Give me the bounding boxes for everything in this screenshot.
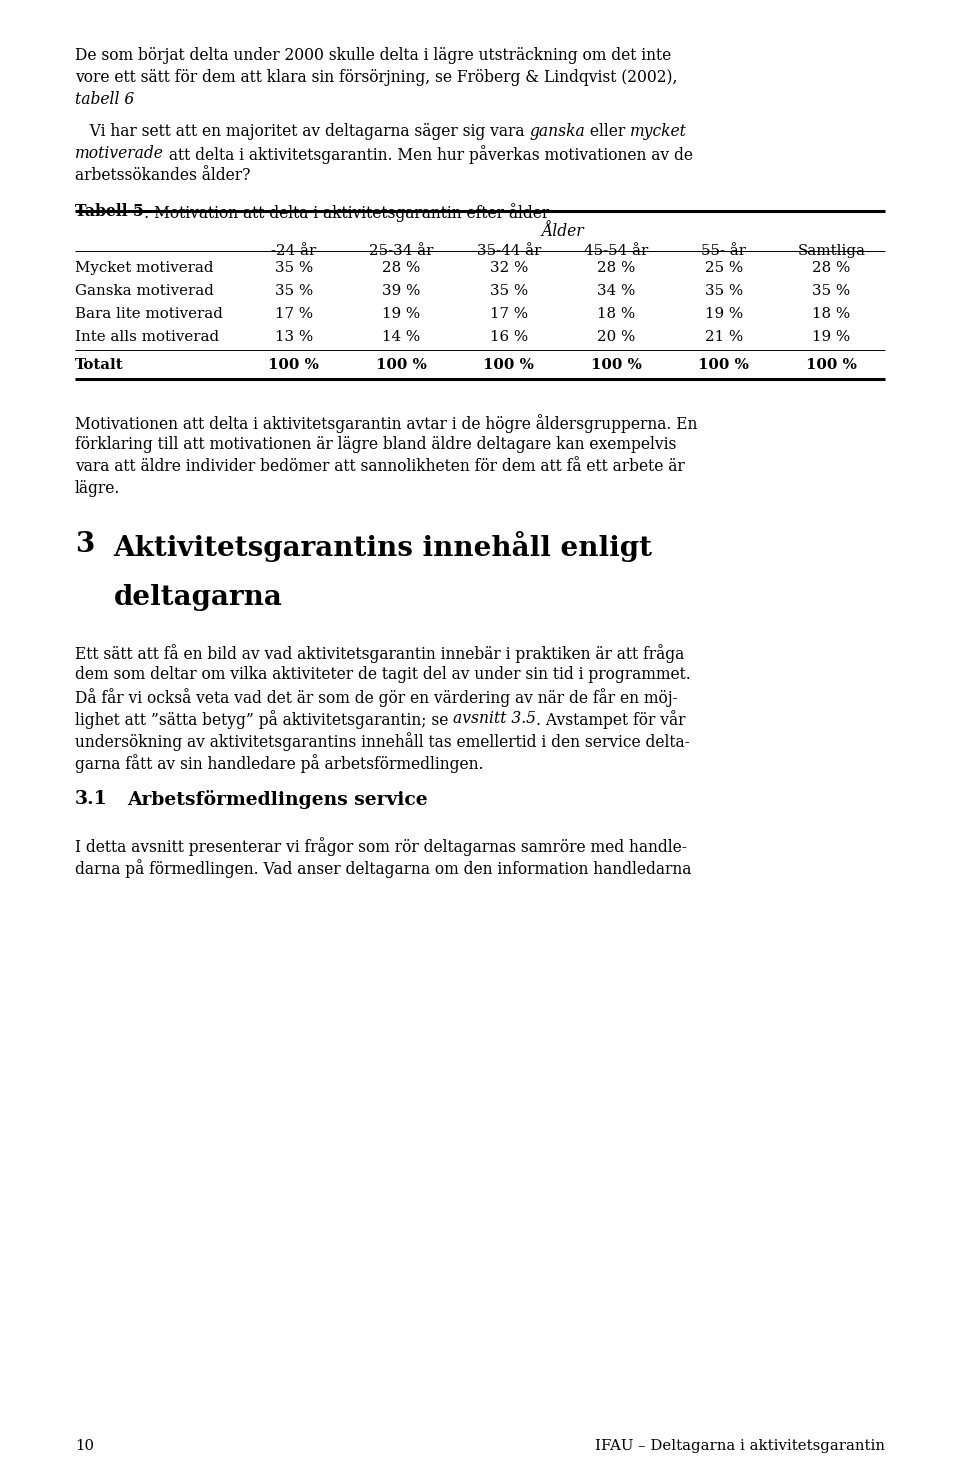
Text: : Motivation att delta i aktivitetsgarantin efter ålder: : Motivation att delta i aktivitetsgaran…	[144, 203, 549, 223]
Text: lägre.: lägre.	[75, 479, 120, 497]
Text: 25-34 år: 25-34 år	[369, 243, 433, 258]
Text: Inte alls motiverad: Inte alls motiverad	[75, 331, 219, 344]
Text: 19 %: 19 %	[382, 307, 420, 322]
Text: 20 %: 20 %	[597, 331, 636, 344]
Text: mycket: mycket	[630, 123, 687, 139]
Text: 100 %: 100 %	[268, 358, 319, 372]
Text: 100 %: 100 %	[698, 358, 749, 372]
Text: 32 %: 32 %	[490, 261, 528, 275]
Text: 25 %: 25 %	[705, 261, 743, 275]
Text: IFAU – Deltagarna i aktivitetsgarantin: IFAU – Deltagarna i aktivitetsgarantin	[595, 1439, 885, 1453]
Text: garna fått av sin handledare på arbetsförmedlingen.: garna fått av sin handledare på arbetsfö…	[75, 754, 484, 773]
Text: ganska: ganska	[529, 123, 585, 139]
Text: 3.1: 3.1	[75, 789, 108, 809]
Text: 28 %: 28 %	[812, 261, 851, 275]
Text: avsnitt 3.5: avsnitt 3.5	[453, 709, 536, 727]
Text: De som börjat delta under 2000 skulle delta i lägre utsträckning om det inte: De som börjat delta under 2000 skulle de…	[75, 47, 671, 64]
Text: tabell 6: tabell 6	[75, 92, 134, 108]
Text: 100 %: 100 %	[590, 358, 641, 372]
Text: Totalt: Totalt	[75, 358, 124, 372]
Text: deltagarna: deltagarna	[113, 583, 282, 611]
Text: Tabell 5: Tabell 5	[75, 203, 144, 220]
Text: 13 %: 13 %	[275, 331, 313, 344]
Text: 34 %: 34 %	[597, 285, 636, 298]
Text: 21 %: 21 %	[705, 331, 743, 344]
Text: förklaring till att motivationen är lägre bland äldre deltagare kan exempelvis: förklaring till att motivationen är lägr…	[75, 436, 676, 453]
Text: 100 %: 100 %	[375, 358, 426, 372]
Text: dem som deltar om vilka aktiviteter de tagit del av under sin tid i programmet.: dem som deltar om vilka aktiviteter de t…	[75, 666, 690, 683]
Text: att delta i aktivitetsgarantin. Men hur påverkas motivationen av de: att delta i aktivitetsgarantin. Men hur …	[164, 145, 693, 163]
Text: Aktivitetsgarantins innehåll enligt: Aktivitetsgarantins innehåll enligt	[113, 531, 653, 562]
Text: I detta avsnitt presenterar vi frågor som rör deltagarnas samröre med handle-: I detta avsnitt presenterar vi frågor so…	[75, 837, 686, 856]
Text: 17 %: 17 %	[275, 307, 313, 322]
Text: 16 %: 16 %	[490, 331, 528, 344]
Text: 14 %: 14 %	[382, 331, 420, 344]
Text: 3: 3	[75, 531, 94, 558]
Text: Vi har sett att en majoritet av deltagarna säger sig vara: Vi har sett att en majoritet av deltagar…	[75, 123, 529, 139]
Text: darna på förmedlingen. Vad anser deltagarna om den information handledarna: darna på förmedlingen. Vad anser deltaga…	[75, 859, 691, 879]
Text: 45-54 år: 45-54 år	[584, 243, 648, 258]
Text: 19 %: 19 %	[812, 331, 851, 344]
Text: Ålder: Ålder	[541, 223, 584, 240]
Text: Samtliga: Samtliga	[798, 243, 865, 258]
Text: Ett sätt att få en bild av vad aktivitetsgarantin innebär i praktiken är att frå: Ett sätt att få en bild av vad aktivitet…	[75, 644, 684, 663]
Text: Ganska motiverad: Ganska motiverad	[75, 285, 214, 298]
Text: undersökning av aktivitetsgarantins innehåll tas emellertid i den service delta-: undersökning av aktivitetsgarantins inne…	[75, 732, 689, 751]
Text: eller: eller	[585, 123, 630, 139]
Text: 39 %: 39 %	[382, 285, 420, 298]
Text: 55- år: 55- år	[702, 243, 746, 258]
Text: motiverade: motiverade	[75, 145, 164, 162]
Text: vore ett sätt för dem att klara sin försörjning, se Fröberg & Lindqvist (2002),: vore ett sätt för dem att klara sin förs…	[75, 70, 677, 86]
Text: 17 %: 17 %	[490, 307, 528, 322]
Text: 35 %: 35 %	[275, 285, 313, 298]
Text: 28 %: 28 %	[382, 261, 420, 275]
Text: Bara lite motiverad: Bara lite motiverad	[75, 307, 223, 322]
Text: 100 %: 100 %	[483, 358, 534, 372]
Text: 18 %: 18 %	[812, 307, 851, 322]
Text: 28 %: 28 %	[597, 261, 636, 275]
Text: arbetssökandes ålder?: arbetssökandes ålder?	[75, 166, 251, 184]
Text: 35 %: 35 %	[812, 285, 851, 298]
Text: -24 år: -24 år	[271, 243, 316, 258]
Text: 18 %: 18 %	[597, 307, 636, 322]
Text: 100 %: 100 %	[805, 358, 856, 372]
Text: lighet att ”sätta betyg” på aktivitetsgarantin; se: lighet att ”sätta betyg” på aktivitetsga…	[75, 709, 453, 729]
Text: 35 %: 35 %	[705, 285, 743, 298]
Text: Mycket motiverad: Mycket motiverad	[75, 261, 213, 275]
Text: 35 %: 35 %	[490, 285, 528, 298]
Text: 10: 10	[75, 1439, 94, 1453]
Text: 35 %: 35 %	[275, 261, 313, 275]
Text: Då får vi också veta vad det är som de gör en värdering av när de får en möj-: Då får vi också veta vad det är som de g…	[75, 689, 678, 706]
Text: vara att äldre individer bedömer att sannolikheten för dem att få ett arbete är: vara att äldre individer bedömer att san…	[75, 457, 684, 475]
Text: Arbetsförmedlingens service: Arbetsförmedlingens service	[127, 789, 428, 809]
Text: 19 %: 19 %	[705, 307, 743, 322]
Text: 35-44 år: 35-44 år	[476, 243, 540, 258]
Text: Motivationen att delta i aktivitetsgarantin avtar i de högre åldersgrupperna. En: Motivationen att delta i aktivitetsgaran…	[75, 414, 697, 433]
Text: . Avstampet för vår: . Avstampet för vår	[536, 709, 685, 729]
